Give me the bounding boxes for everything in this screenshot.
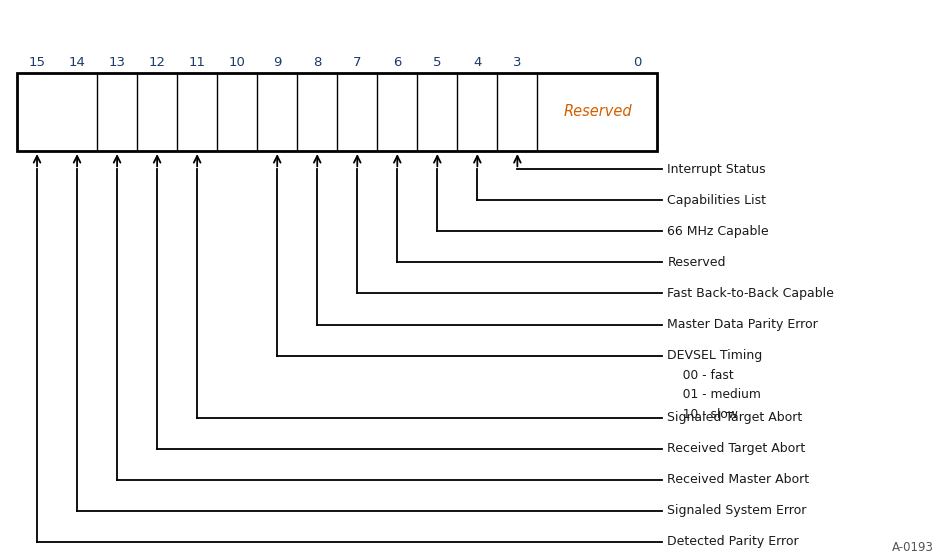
Text: Signaled Target Abort: Signaled Target Abort — [668, 411, 803, 424]
Text: DEVSEL Timing: DEVSEL Timing — [668, 349, 762, 362]
Text: Interrupt Status: Interrupt Status — [668, 163, 766, 176]
Bar — [17, 73, 657, 151]
Text: 12: 12 — [149, 56, 166, 69]
Text: 0: 0 — [633, 56, 641, 69]
Text: 10: 10 — [229, 56, 246, 69]
Text: 4: 4 — [473, 56, 482, 69]
Text: 9: 9 — [273, 56, 281, 69]
Text: 7: 7 — [353, 56, 361, 69]
Text: 10 - slow: 10 - slow — [675, 408, 738, 421]
Text: Reserved: Reserved — [563, 105, 632, 119]
Text: A-0193: A-0193 — [892, 541, 934, 554]
Text: Capabilities List: Capabilities List — [668, 194, 766, 207]
Text: 01 - medium: 01 - medium — [675, 388, 762, 401]
Text: Signaled System Error: Signaled System Error — [668, 505, 807, 517]
Text: 3: 3 — [513, 56, 521, 69]
Text: 8: 8 — [313, 56, 322, 69]
Text: 00 - fast: 00 - fast — [675, 368, 734, 381]
Text: 11: 11 — [188, 56, 205, 69]
Text: 15: 15 — [28, 56, 45, 69]
Text: 6: 6 — [394, 56, 401, 69]
Text: Detected Parity Error: Detected Parity Error — [668, 535, 799, 548]
Text: Master Data Parity Error: Master Data Parity Error — [668, 318, 818, 331]
Text: 66 MHz Capable: 66 MHz Capable — [668, 225, 769, 238]
Text: Reserved: Reserved — [668, 256, 726, 269]
Text: 13: 13 — [109, 56, 126, 69]
Text: Received Target Abort: Received Target Abort — [668, 442, 806, 455]
Text: 5: 5 — [433, 56, 442, 69]
Text: Received Master Abort: Received Master Abort — [668, 473, 810, 487]
Text: 14: 14 — [69, 56, 85, 69]
Text: Fast Back-to-Back Capable: Fast Back-to-Back Capable — [668, 287, 834, 300]
